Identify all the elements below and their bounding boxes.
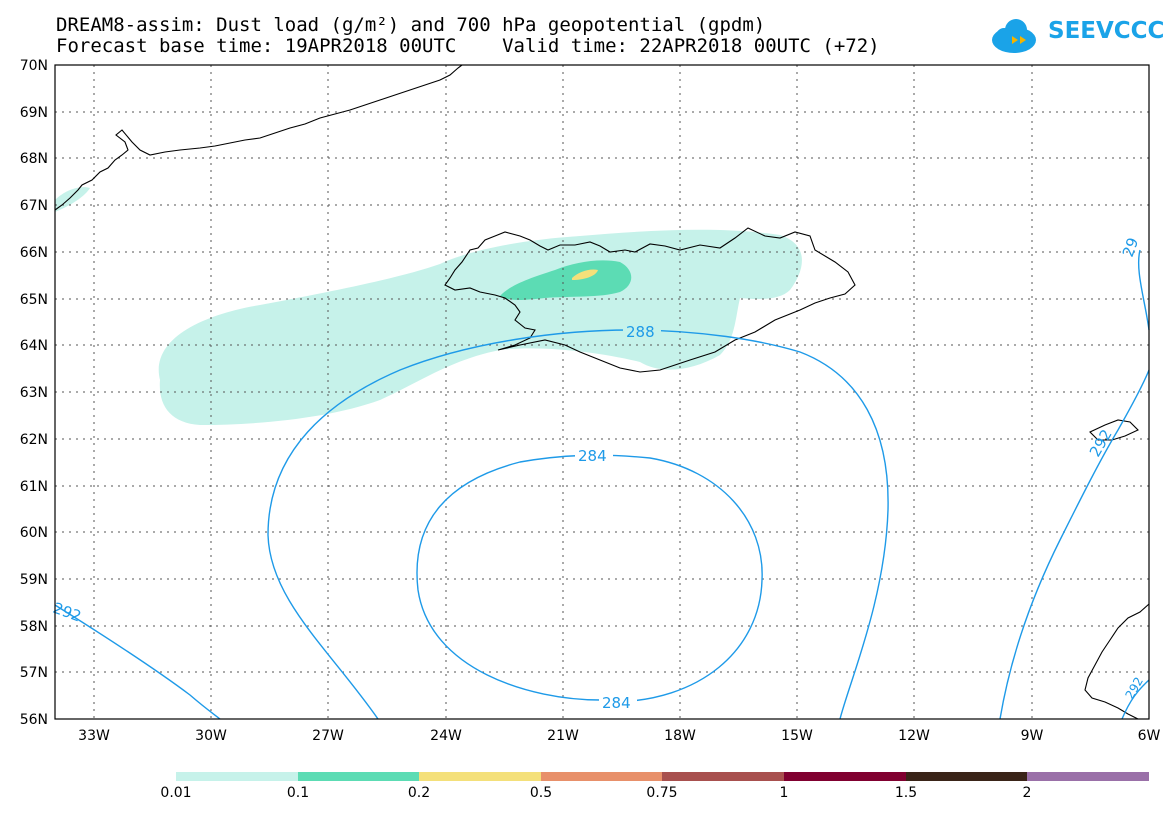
colorbar-label: 0.1 — [286, 785, 310, 801]
lon-label: 6W — [1138, 728, 1161, 744]
lat-label: 64N — [20, 338, 48, 354]
colorbar-swatch — [176, 772, 298, 781]
lon-label: 12W — [898, 728, 930, 744]
map-title: DREAM8-assim: Dust load (g/m²) and 700 h… — [56, 14, 766, 36]
colorbar-label: 1 — [779, 785, 789, 801]
lat-label: 65N — [20, 292, 48, 308]
contour-label-288: 288 — [626, 323, 655, 341]
lat-label: 69N — [20, 105, 48, 121]
lon-label: 21W — [547, 728, 579, 744]
lat-label: 57N — [20, 665, 48, 681]
lon-label: 15W — [781, 728, 813, 744]
map-frame — [54, 64, 1150, 720]
colorbar-label: 1.5 — [894, 785, 918, 801]
colorbar-swatch — [419, 772, 541, 781]
latitude-labels: 70N 69N 68N 67N 66N 65N 64N 63N 62N 61N … — [20, 58, 48, 728]
lat-label: 68N — [20, 151, 48, 167]
colorbar-label: 0.75 — [646, 785, 678, 801]
colorbar-swatch — [541, 772, 662, 781]
contour-292-southwest — [54, 604, 221, 720]
contour-label-284-north: 284 — [578, 447, 607, 465]
lat-label: 60N — [20, 525, 48, 541]
graticule — [55, 65, 1149, 719]
logo-text: SEEVCCC — [1048, 18, 1165, 44]
lat-label: 58N — [20, 619, 48, 635]
contour-292-northeast — [1137, 249, 1150, 331]
lat-label: 62N — [20, 432, 48, 448]
lon-label: 9W — [1021, 728, 1044, 744]
greenland-coastline — [54, 64, 463, 211]
colorbar-swatch — [784, 772, 906, 781]
lat-label: 63N — [20, 385, 48, 401]
colorbar-label: 0.5 — [529, 785, 553, 801]
colorbar — [176, 772, 1149, 781]
dust-area-low-west — [55, 187, 90, 212]
lat-label: 59N — [20, 572, 48, 588]
lon-label: 18W — [664, 728, 696, 744]
dust-load-shading — [55, 187, 802, 425]
lat-label: 66N — [20, 245, 48, 261]
contour-292-east — [999, 369, 1150, 720]
lon-label: 33W — [78, 728, 110, 744]
lon-label: 30W — [195, 728, 227, 744]
colorbar-label: 2 — [1022, 785, 1032, 801]
colorbar-swatch — [662, 772, 784, 781]
coastlines — [54, 64, 1150, 720]
scotland-coastline — [1084, 603, 1150, 720]
contour-288 — [267, 329, 889, 720]
colorbar-swatch — [298, 772, 419, 781]
seevccc-logo — [992, 19, 1036, 53]
lat-label: 70N — [20, 58, 48, 74]
contour-292-scotland — [1121, 679, 1150, 720]
contour-label-29: 29 — [1119, 235, 1142, 259]
lon-label: 24W — [430, 728, 462, 744]
dust-area-low — [158, 229, 802, 425]
forecast-time-subtitle: Forecast base time: 19APR2018 00UTC Vali… — [56, 35, 880, 57]
colorbar-label: 0.2 — [407, 785, 431, 801]
lat-label: 56N — [20, 712, 48, 728]
colorbar-swatch — [1027, 772, 1149, 781]
cloud-icon — [992, 19, 1036, 53]
dust-area-medium — [500, 260, 632, 300]
lon-label: 27W — [312, 728, 344, 744]
faroe-islands-coastline — [1089, 419, 1139, 441]
contour-label-284-south: 284 — [602, 694, 631, 712]
longitude-labels: 33W 30W 27W 24W 21W 18W 15W 12W 9W 6W — [78, 728, 1160, 744]
colorbar-swatch — [906, 772, 1027, 781]
dust-area-high — [572, 269, 598, 280]
lat-label: 61N — [20, 479, 48, 495]
colorbar-label: 0.01 — [160, 785, 192, 801]
iceland-coastline — [444, 227, 856, 373]
lat-label: 67N — [20, 198, 48, 214]
